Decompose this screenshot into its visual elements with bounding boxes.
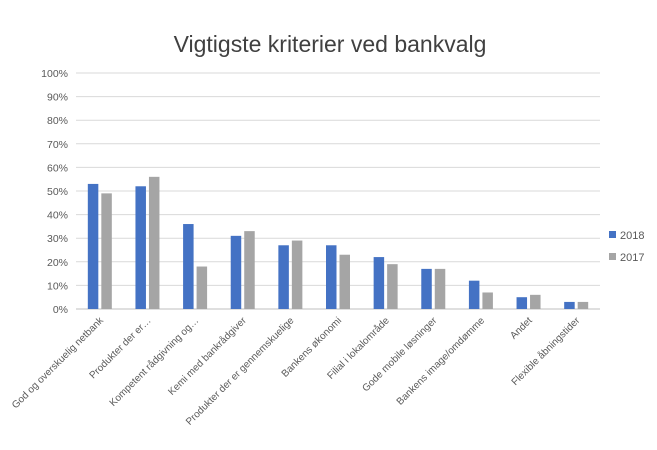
bar-2018 — [87, 183, 99, 309]
legend-label-2017: 2017 — [620, 252, 644, 264]
y-tick-label: 60% — [47, 162, 68, 174]
bar-2017 — [148, 176, 160, 309]
chart-title: Vigtigste kriterier ved bankvalg — [174, 31, 487, 57]
bar-2017 — [577, 301, 589, 309]
y-axis-ticks: 0% 10% 20% 30% 40% 50% 60% 70% 80% 90% 100% — [41, 68, 68, 316]
bar-2017 — [244, 231, 255, 309]
y-tick-label: 10% — [47, 280, 68, 292]
y-tick-label: 80% — [47, 115, 68, 127]
y-tick-label: 40% — [47, 210, 68, 222]
legend-swatch-2017 — [609, 253, 616, 260]
bar-2018 — [278, 245, 289, 309]
bar-2018 — [326, 245, 337, 309]
bars — [87, 176, 589, 309]
y-tick-label: 100% — [41, 68, 68, 80]
legend-label-2018: 2018 — [620, 230, 644, 242]
bar-2017 — [434, 268, 446, 309]
bar-2018 — [230, 235, 242, 309]
bar-2017 — [101, 193, 112, 309]
bar-2018 — [516, 297, 528, 309]
bar-2017 — [387, 264, 398, 309]
bar-2018 — [135, 186, 146, 309]
bar-2017 — [339, 254, 350, 309]
bar-2018 — [564, 301, 575, 309]
bar-2018 — [183, 224, 194, 309]
bar-2018 — [468, 280, 480, 309]
y-tick-label: 0% — [53, 304, 68, 316]
bar-2018 — [421, 268, 432, 309]
legend: 2018 2017 — [609, 230, 644, 264]
legend-swatch-2018 — [609, 231, 616, 238]
y-tick-label: 30% — [47, 233, 68, 245]
bar-2017 — [482, 292, 493, 309]
y-tick-label: 50% — [47, 186, 68, 198]
bar-2017 — [530, 294, 541, 309]
gridlines — [76, 72, 600, 310]
y-tick-label: 20% — [47, 257, 68, 269]
y-tick-label: 70% — [47, 139, 68, 151]
bar-2017 — [291, 240, 303, 309]
y-tick-label: 90% — [47, 92, 68, 104]
bar-2018 — [373, 257, 385, 309]
bar-2017 — [196, 266, 208, 309]
